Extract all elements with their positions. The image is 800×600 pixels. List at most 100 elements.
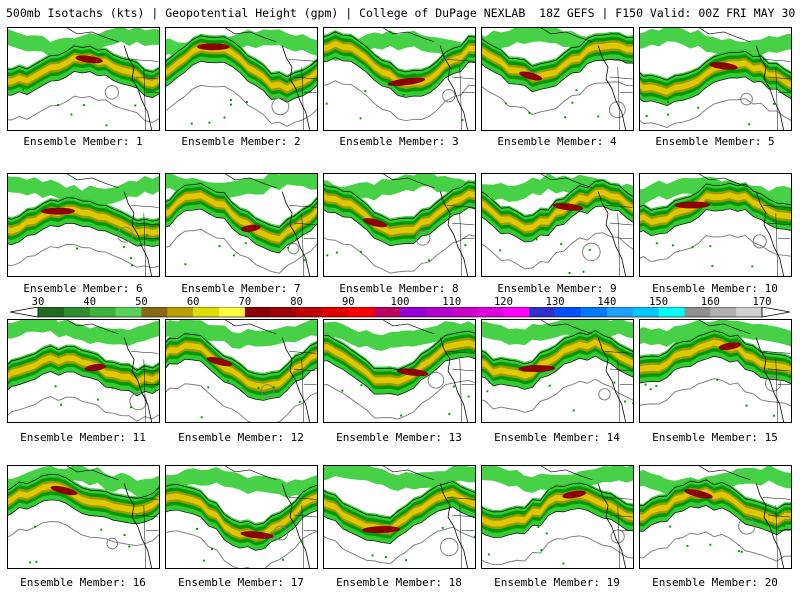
height-contour-south	[166, 530, 317, 568]
isotach-speckle	[571, 101, 574, 104]
colorbar-tick-label: 130	[545, 296, 565, 308]
ensemble-member-map	[639, 465, 792, 569]
isotach-speckle	[122, 245, 125, 248]
closed-low-contour	[271, 97, 290, 116]
alaska-coast	[541, 320, 593, 335]
ensemble-member-map	[165, 465, 318, 569]
northern-jet-band	[166, 320, 317, 349]
isotach-speckle	[486, 390, 489, 393]
alaska-coast	[225, 174, 277, 189]
isotach-speckle	[421, 88, 424, 91]
height-contour-mid	[640, 355, 791, 385]
jet-band-70kt	[640, 488, 791, 524]
colorbar-swatch	[477, 307, 504, 317]
height-contour-mid	[166, 358, 317, 401]
colorbar-left-arrow	[10, 307, 39, 318]
header-product-title: 500mb Isotachs (kts) | Geopotential Heig…	[6, 6, 526, 20]
ensemble-member-label: Ensemble Member: 11	[20, 431, 146, 444]
state-border	[289, 59, 317, 130]
northern-jet-band	[482, 466, 633, 493]
closed-low-contour	[608, 101, 626, 119]
state-border	[763, 497, 791, 568]
height-contour-mid	[324, 207, 475, 247]
colorbar-tick-label: 170	[752, 296, 772, 308]
state-border	[447, 205, 475, 276]
coastline	[281, 337, 311, 422]
isotach-speckle	[184, 263, 187, 266]
isotach-speckle	[711, 265, 714, 268]
colorbar-swatch	[141, 307, 168, 317]
height-contour-mid	[324, 356, 475, 396]
isotach-speckle	[326, 254, 329, 257]
height-contour-north	[324, 330, 475, 371]
height-contour-north	[166, 183, 317, 228]
isotach-speckle	[691, 246, 694, 249]
state-border	[605, 351, 633, 422]
isotach-speckle	[208, 121, 211, 124]
isotach-speckle	[667, 100, 670, 103]
height-contour-north	[640, 330, 791, 359]
closed-low-contour	[610, 529, 625, 544]
northern-jet-band	[640, 28, 791, 58]
isotach-speckle	[560, 243, 563, 246]
jet-band-70kt	[166, 493, 317, 540]
jet-max	[50, 485, 78, 496]
northern-jet-band	[166, 466, 317, 499]
jet-max	[562, 490, 587, 499]
isotach-speckle	[667, 113, 670, 116]
isotach-speckle	[448, 412, 451, 415]
height-contour-mid	[166, 509, 317, 551]
jet-band-50kt	[324, 334, 475, 391]
ensemble-member-map	[323, 465, 476, 569]
state-border	[447, 351, 475, 422]
closed-low-contour	[442, 89, 456, 103]
state-border	[447, 497, 475, 568]
isotach-speckle	[413, 236, 416, 239]
closed-low-contour	[752, 234, 767, 249]
alaska-coast	[67, 174, 119, 189]
colorbar-right-arrow	[761, 307, 790, 318]
coastline	[123, 45, 153, 130]
colorbar-swatch	[451, 307, 478, 317]
ensemble-member-map	[323, 319, 476, 423]
isotach-speckle	[427, 259, 430, 262]
state-border	[763, 205, 791, 276]
jet-max	[387, 77, 426, 86]
isotach-speckle	[575, 89, 578, 92]
isotach-speckle	[230, 103, 232, 106]
jet-max	[718, 342, 741, 351]
isotach-speckle	[772, 414, 775, 417]
isotach-speckle	[564, 116, 567, 119]
colorbar-tick-label: 70	[238, 296, 252, 308]
jet-max	[240, 531, 274, 539]
closed-low-contour	[427, 371, 445, 389]
isotach-speckle	[211, 548, 214, 551]
ensemble-member-label: Ensemble Member: 2	[181, 135, 301, 148]
coastline	[281, 483, 311, 568]
closed-low-contour	[287, 242, 300, 255]
height-contour-south	[8, 95, 159, 123]
coastline	[439, 45, 469, 130]
isotach-speckle	[123, 534, 126, 537]
jet-max	[674, 201, 711, 209]
isotach-speckle	[568, 271, 571, 274]
state-border	[763, 351, 791, 422]
isotach-speckle	[57, 104, 60, 106]
alaska-coast	[67, 28, 119, 43]
height-contour-mid	[640, 208, 791, 237]
isotach-speckle	[624, 400, 627, 403]
ensemble-member-map	[7, 27, 160, 131]
height-contour-mid	[640, 505, 791, 536]
state-border	[605, 497, 633, 568]
coastline	[597, 45, 627, 130]
alaska-coast	[699, 466, 751, 481]
colorbar-swatch	[632, 307, 659, 317]
isotach-speckle	[649, 388, 652, 391]
isotach-speckle	[473, 535, 475, 538]
isotach-speckle	[130, 264, 133, 267]
alaska-coast	[541, 466, 593, 481]
isotach-speckle	[257, 386, 260, 389]
isotach-speckle	[384, 556, 387, 559]
colorbar-swatch	[400, 307, 427, 317]
isotach-speckle	[386, 535, 389, 538]
